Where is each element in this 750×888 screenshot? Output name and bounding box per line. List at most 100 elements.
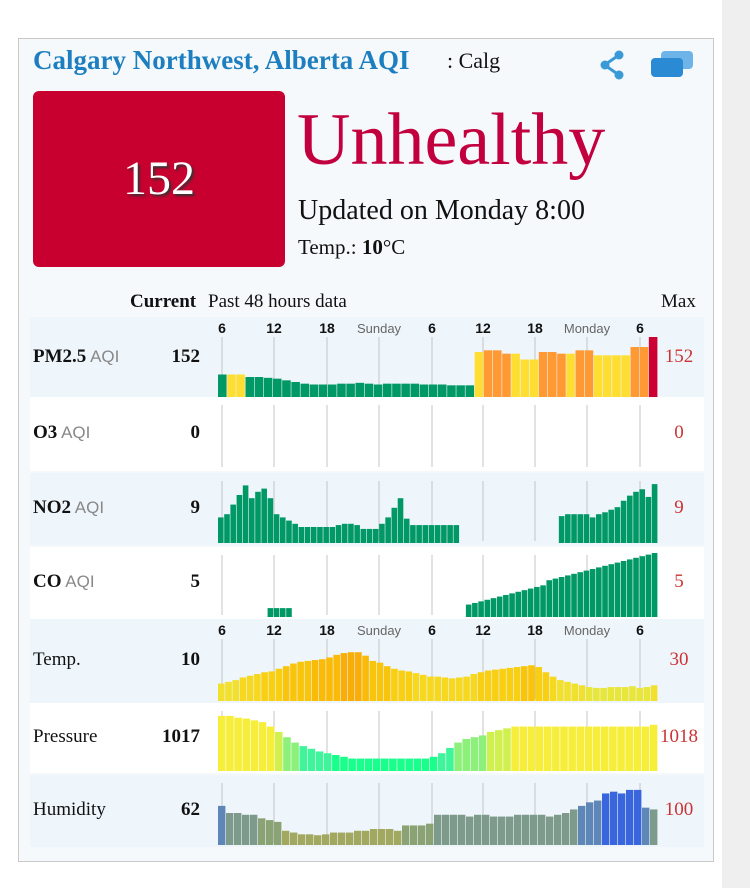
pollutant-row-co[interactable]: CO AQI 5 5 (30, 547, 704, 619)
chart-bar (410, 825, 418, 845)
chart-bar (318, 384, 328, 397)
chart-bar (234, 717, 242, 771)
history-chart-co[interactable] (218, 547, 658, 619)
chart-bar (378, 829, 386, 845)
chart-bar (226, 715, 234, 771)
scrollbar-track[interactable] (722, 0, 750, 888)
chart-bar (465, 604, 472, 617)
row-name: Temp. (33, 649, 81, 670)
chart-bar (286, 520, 292, 543)
chart-bar (621, 355, 630, 397)
chart-bar (527, 588, 534, 617)
chart-bar (627, 559, 633, 617)
chart-bar (291, 742, 299, 771)
chart-bar (300, 383, 310, 397)
chart-bar (600, 687, 607, 701)
pollutant-row-pressure[interactable]: Pressure 1017 1018 (30, 703, 704, 773)
screens-icon[interactable] (649, 49, 695, 79)
chart-bar (298, 834, 306, 845)
station-title[interactable]: Calgary Northwest, Alberta AQI (33, 45, 410, 75)
chart-bar (552, 726, 560, 771)
chart-bar (405, 671, 413, 701)
pollutant-row-pm25[interactable]: PM2.5 AQI 152 152 6 12 18 Sunday 6 12 18 Monday 6 (30, 317, 704, 399)
chart-bar (347, 652, 355, 701)
history-chart-pressure[interactable] (218, 703, 658, 773)
chart-bar (528, 665, 535, 701)
chart-bar (458, 814, 466, 845)
chart-bar (441, 525, 447, 543)
chart-bar (234, 813, 242, 845)
chart-bar (486, 731, 495, 771)
chart-bar (279, 517, 286, 543)
chart-bar (323, 753, 332, 771)
chart-bar (562, 813, 570, 845)
chart-bar (255, 491, 261, 543)
chart-bar (218, 517, 224, 543)
chart-bar (596, 567, 602, 617)
chart-bar (470, 737, 479, 771)
pollutant-row-temp[interactable]: Temp. 10 30 6 12 18 Sunday 6 12 18 Monday 6 (30, 619, 704, 703)
chart-bar (558, 516, 565, 543)
chart-bar (315, 751, 324, 771)
chart-bar (583, 570, 590, 617)
history-chart-o3[interactable] (218, 397, 658, 471)
chart-bar (275, 731, 283, 771)
past-column-header: Past 48 hours data (208, 291, 347, 312)
chart-bar (354, 525, 360, 543)
chart-bar (242, 718, 250, 771)
history-chart-humidity[interactable] (218, 775, 658, 847)
chart-bar (379, 523, 385, 543)
chart-bar (465, 385, 475, 397)
chart-bar (540, 585, 546, 617)
pollutant-row-o3[interactable]: O3 AQI 0 0 (30, 397, 704, 471)
chart-bar (225, 681, 232, 701)
axis-tick-label: 6 (218, 622, 226, 638)
chart-bar (268, 671, 276, 701)
chart-bar (447, 385, 456, 397)
chart-bar (386, 829, 394, 845)
chart-bar (346, 383, 355, 397)
chart-bar (422, 525, 429, 543)
chart-bar (609, 726, 617, 771)
chart-bar (543, 726, 552, 771)
chart-bar (603, 355, 612, 397)
chart-bar (426, 823, 434, 845)
chart-bar (354, 830, 362, 845)
chart-bar (456, 677, 463, 701)
chart-bar (534, 586, 540, 617)
row-label: O3 AQI (33, 422, 90, 444)
axis-tick-label: 12 (475, 320, 491, 336)
history-chart-pm25[interactable]: 6 12 18 Sunday 6 12 18 Monday 6 (218, 317, 658, 399)
axis-tick-label: 18 (319, 622, 335, 638)
chart-bar (438, 753, 446, 771)
axis-tick-label: Sunday (357, 623, 402, 638)
chart-bar (372, 758, 381, 771)
chart-bar (557, 680, 564, 701)
pollutant-row-no2[interactable]: NO2 AQI 9 9 (30, 473, 704, 545)
chart-bar (340, 653, 348, 701)
history-chart-temp[interactable]: 6 12 18 Sunday 6 12 18 Monday 6 (218, 619, 658, 703)
chart-bar (274, 821, 282, 845)
chart-bar (329, 527, 336, 543)
current-value: 152 (171, 346, 201, 367)
chart-bar (490, 598, 497, 617)
chart-bar (519, 726, 528, 771)
chart-bar (258, 722, 267, 771)
share-icon[interactable] (597, 49, 629, 81)
row-unit: AQI (86, 347, 120, 366)
chart-bar (482, 814, 490, 845)
current-value: 10 (181, 649, 200, 670)
chart-bar (577, 514, 584, 543)
chart-bar (236, 374, 245, 397)
chart-bar (282, 380, 291, 397)
pollutant-row-humidity[interactable]: Humidity 62 100 (30, 775, 704, 847)
history-chart-no2[interactable] (218, 473, 658, 545)
chart-bar (263, 377, 273, 397)
chart-bar (586, 802, 594, 845)
chart-bar (391, 668, 398, 701)
current-column-header: Current (130, 291, 197, 312)
chart-bar (478, 735, 487, 771)
chart-bar (267, 498, 274, 543)
chart-bar (318, 659, 326, 701)
max-value: 9 (674, 497, 684, 518)
